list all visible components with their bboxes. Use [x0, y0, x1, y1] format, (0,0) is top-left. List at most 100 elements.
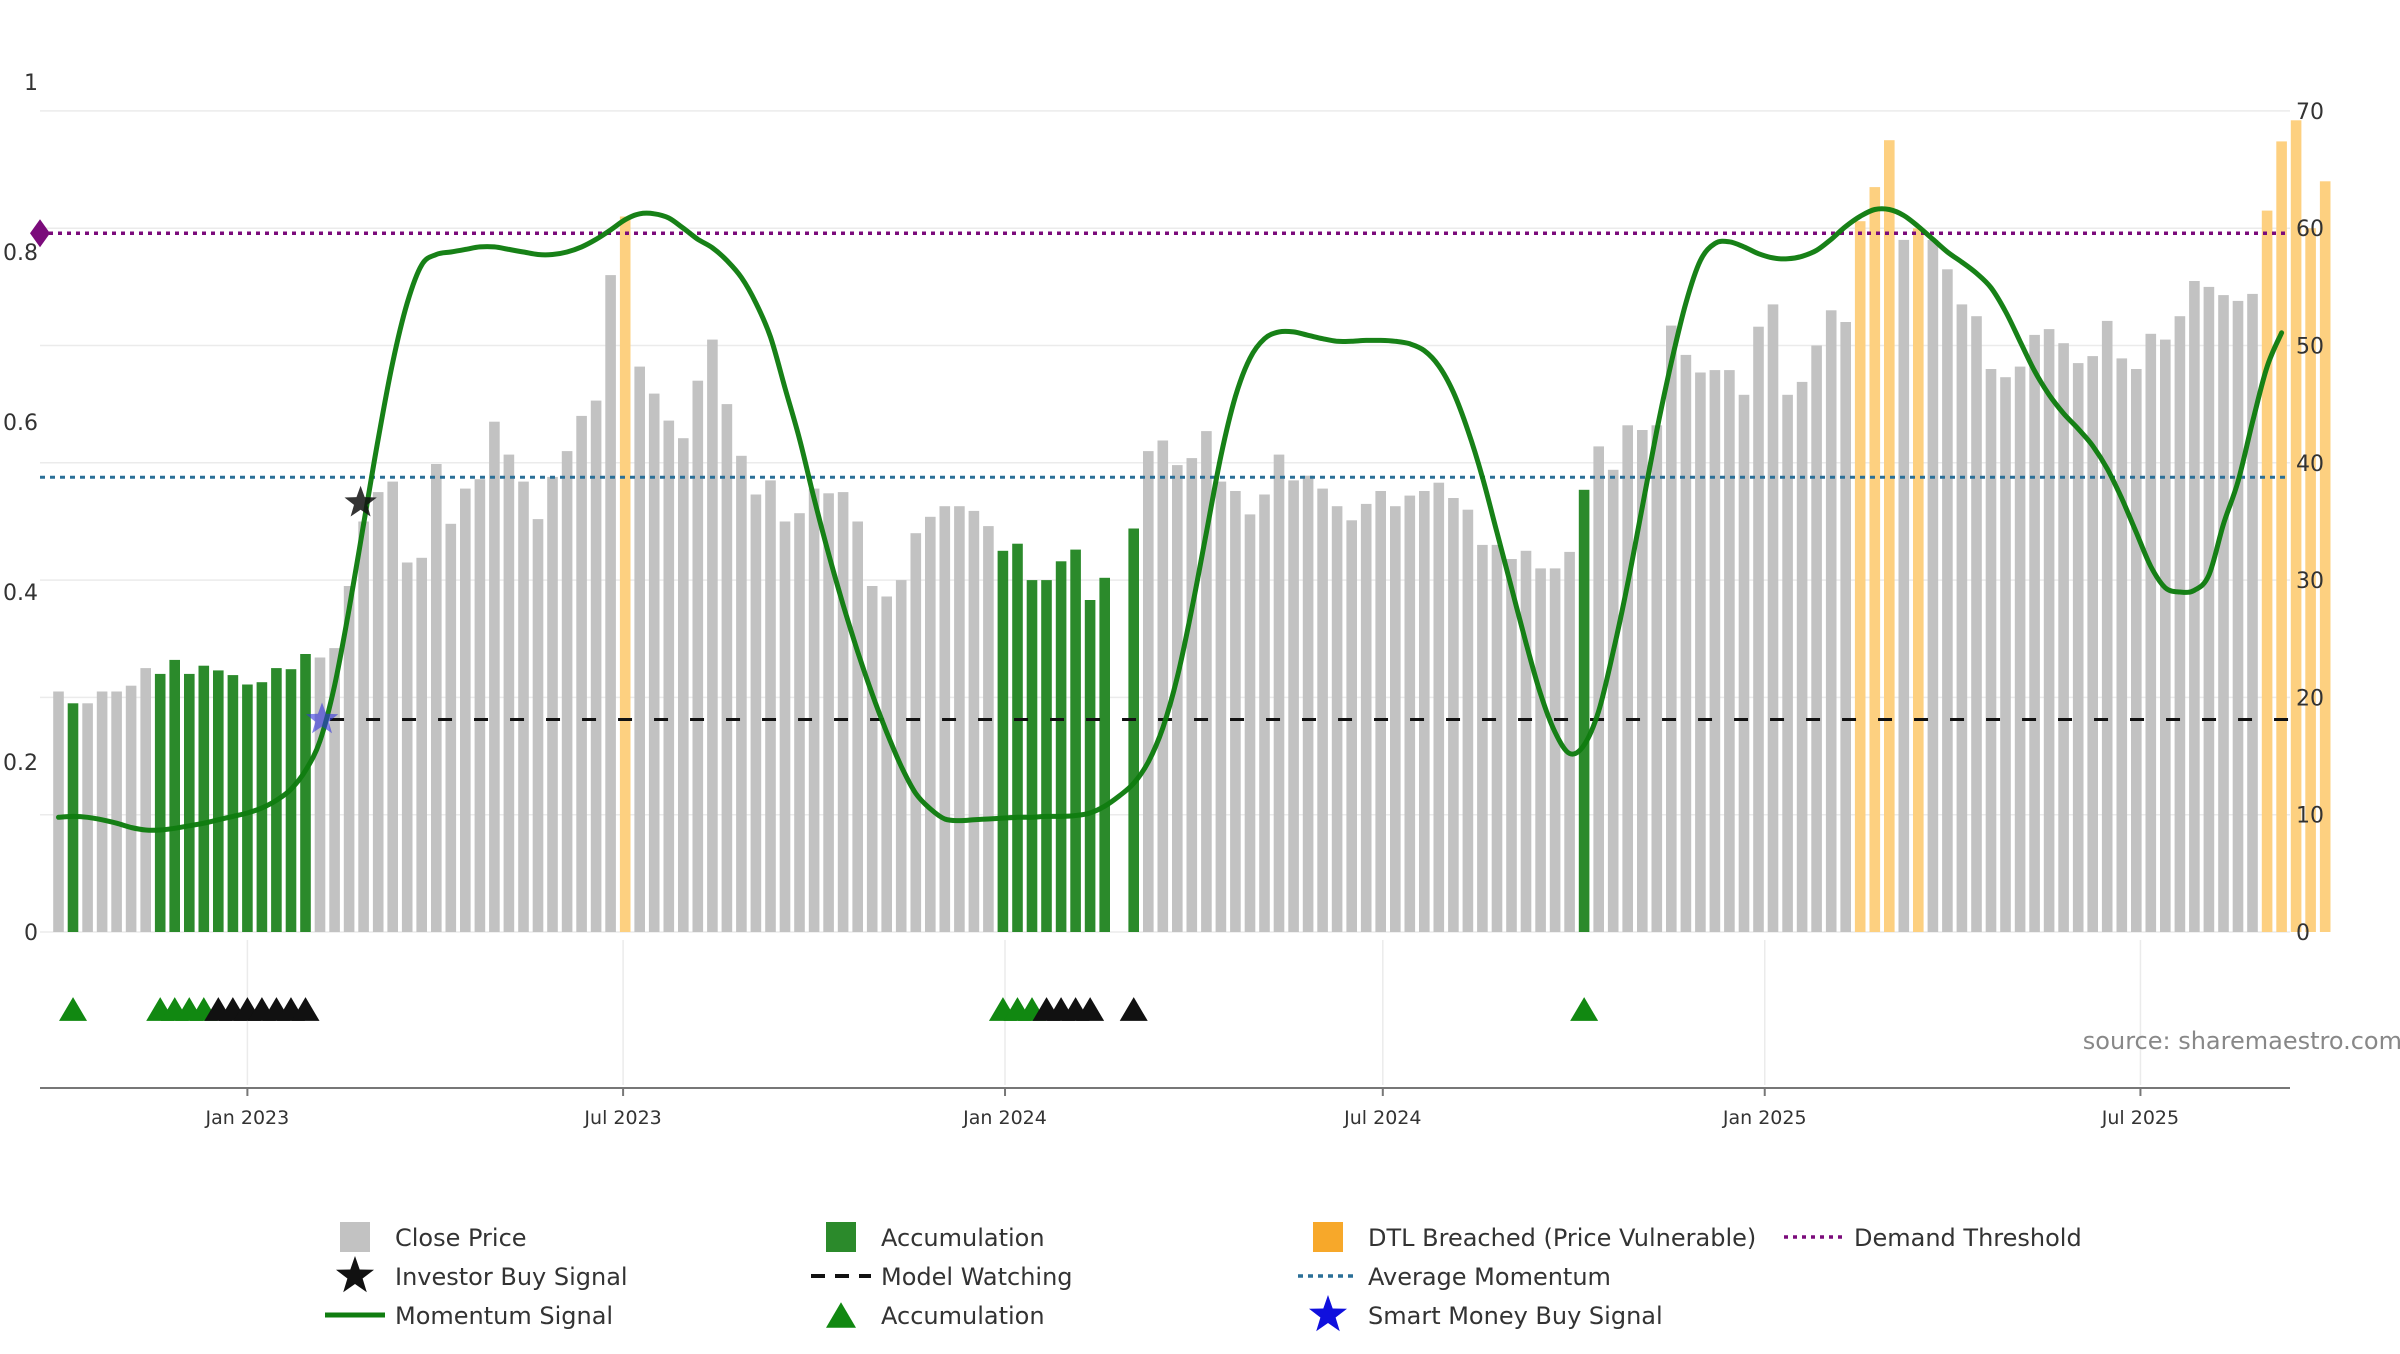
legend-label: Momentum Signal [395, 1302, 613, 1330]
close-price-bar [445, 523, 457, 932]
x-tick-label: Jul 2023 [583, 1107, 661, 1129]
close-price-bar [111, 691, 122, 932]
close-price-bar [678, 438, 689, 932]
close-price-bar [779, 521, 791, 932]
close-price-bar [910, 533, 922, 932]
smart-money-star-icon [1309, 1295, 1347, 1332]
y-left-tick-label: 0.4 [3, 581, 38, 606]
close-price-bar [1651, 425, 1663, 932]
smart-money-buy-signal-star [305, 702, 339, 734]
x-tick-label: Jan 2024 [962, 1107, 1047, 1129]
model-watching-triangle [291, 997, 320, 1021]
y-left-tick-label: 1 [24, 71, 38, 96]
accumulation-swatch [826, 1222, 856, 1252]
legend-label: Accumulation [881, 1224, 1045, 1252]
close-price-bar [1724, 370, 1735, 933]
y-left-tick-label: 0.2 [3, 751, 38, 776]
close-price-bar [1840, 322, 1851, 932]
close-price-bar [401, 562, 413, 932]
close-price-bar [1622, 425, 1633, 932]
close-price-bar [692, 380, 704, 932]
close-price-bar [372, 492, 384, 932]
close-price-bar [1360, 503, 1372, 932]
close-price-bar [634, 366, 645, 933]
close-price-bar [96, 691, 108, 932]
accumulation-bar [1041, 580, 1052, 932]
x-tick-label: Jan 2023 [205, 1107, 290, 1129]
close-price-bar [1230, 491, 1241, 932]
close-price-bar [140, 668, 151, 932]
legend-item-average-momentum: Average Momentum [1298, 1263, 1611, 1291]
close-price-bar [2101, 320, 2113, 932]
close-price-bar [1375, 491, 1386, 932]
legend-label: Investor Buy Signal [395, 1263, 628, 1291]
close-price-bar [750, 494, 762, 932]
close-price-bar [1419, 491, 1430, 932]
accumulation-bar [1578, 489, 1590, 932]
legend-label: Model Watching [881, 1263, 1073, 1291]
accumulation-triangle [59, 997, 88, 1021]
marker-layer [305, 485, 377, 734]
legend-label: Close Price [395, 1224, 527, 1252]
accumulation-bar [997, 550, 1009, 932]
x-tick-label: Jul 2025 [2101, 1107, 2179, 1129]
y-right-tick-label: 50 [2296, 335, 2324, 360]
close-price-bar [1927, 239, 1939, 932]
close-price-bar [314, 657, 326, 932]
close-price-bar [968, 510, 980, 932]
dtl-breached-bar [2261, 210, 2273, 933]
accumulation-triangle [1570, 997, 1599, 1021]
accumulation-bar [198, 665, 210, 932]
legend-label: Accumulation [881, 1302, 1045, 1330]
accumulation-bar [227, 675, 239, 932]
close-price-bar [1535, 568, 1546, 932]
close-price-bar [1477, 544, 1488, 932]
close-price-bar [503, 454, 515, 932]
close-price-bar [2116, 358, 2128, 932]
close-price-bar [605, 275, 616, 933]
close-price-bar [343, 586, 355, 932]
close-price-bar [1593, 446, 1604, 932]
close-price-bar [1767, 304, 1779, 932]
close-price-bar [474, 479, 486, 932]
legend-item-investor: Investor Buy Signal [336, 1256, 628, 1293]
close-price-bar [2218, 295, 2229, 933]
accumulation-triangle-icon [826, 1302, 856, 1328]
y-right-tick-label: 10 [2296, 804, 2324, 829]
close-price-bar [1404, 495, 1416, 932]
y-right-tick-label: 40 [2296, 452, 2324, 477]
close-price-bar [1201, 431, 1212, 932]
close-price-bar [431, 464, 442, 932]
legend-item-momentum: Momentum Signal [325, 1302, 613, 1330]
close-price-bar [1695, 372, 1706, 932]
close-price-bar [983, 526, 994, 932]
close-price-bar [2203, 286, 2215, 932]
legend-item-accumulation-triangle: Accumulation [826, 1302, 1045, 1330]
line-layer [30, 206, 2290, 833]
close-price-bar [1302, 475, 1314, 932]
accumulation-bar [300, 654, 311, 932]
close-price-bar [416, 557, 427, 932]
close-price-bar [866, 586, 878, 932]
y-left-tick-label: 0 [24, 921, 38, 946]
accumulation-bar [1084, 600, 1096, 932]
close-price-bar [721, 404, 733, 933]
accumulation-bar [242, 684, 253, 932]
close-price-bar [2232, 300, 2244, 932]
accumulation-bar [169, 659, 180, 932]
demand-threshold-marker [30, 219, 50, 248]
legend-item-smart-money: Smart Money Buy Signal [1309, 1295, 1663, 1332]
accumulation-bar [213, 670, 224, 932]
momentum-signal-line [56, 206, 2285, 833]
close-price-bar [1273, 454, 1285, 932]
close-price-bar [125, 685, 137, 932]
legend-item-demand-threshold: Demand Threshold [1784, 1224, 2082, 1252]
close-price-bar [1215, 481, 1227, 932]
y-left-tick-label: 0.6 [3, 411, 38, 436]
close-price-bar [2029, 334, 2040, 932]
legend-label: DTL Breached (Price Vulnerable) [1368, 1224, 1756, 1252]
legend-item-close: Close Price [340, 1222, 527, 1252]
